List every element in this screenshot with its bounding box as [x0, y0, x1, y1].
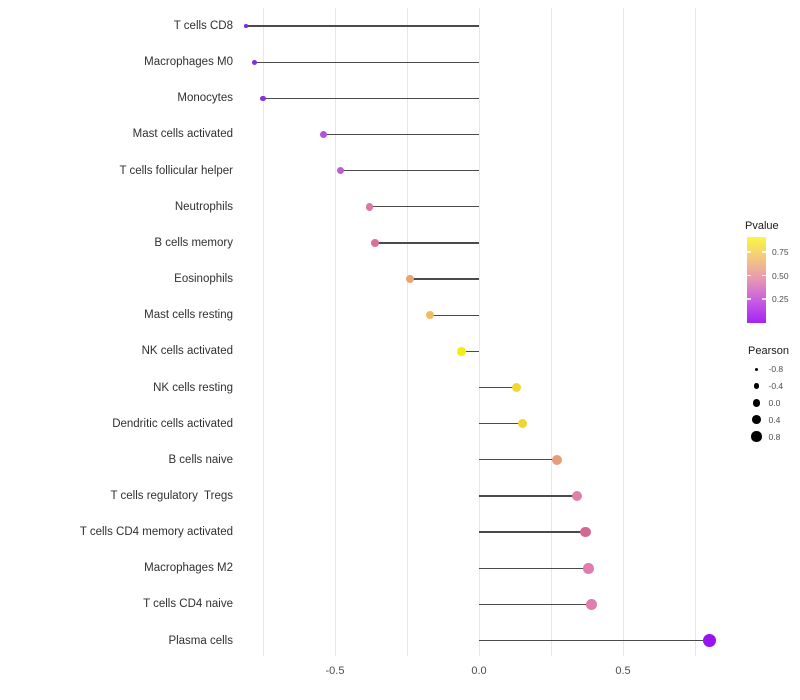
- category-label: Dendritic cells activated: [112, 417, 233, 430]
- category-label: T cells regulatory Tregs: [110, 489, 233, 502]
- colorbar-tick: [747, 275, 751, 277]
- lollipop-stem: [323, 133, 479, 136]
- lollipop-stem: [479, 495, 577, 497]
- x-tick-label: 0.0: [471, 665, 487, 677]
- lollipop-stem: [245, 25, 479, 27]
- lollipop-stem: [479, 603, 592, 606]
- category-label: B cells naive: [168, 453, 233, 466]
- category-label: NK cells activated: [141, 345, 233, 358]
- category-label: B cells memory: [154, 236, 233, 249]
- lollipop-dot: [319, 130, 327, 138]
- lollipop-stem: [340, 169, 479, 172]
- lollipop-stem: [375, 242, 479, 244]
- lollipop-dot: [583, 562, 594, 574]
- lollipop-dot: [457, 346, 467, 356]
- category-label: Monocytes: [177, 92, 233, 105]
- colorbar-tick: [762, 275, 766, 277]
- lollipop-dot: [580, 526, 591, 538]
- category-label: T cells follicular helper: [119, 164, 233, 177]
- category-label: Neutrophils: [174, 200, 233, 213]
- lollipop-dot: [243, 24, 248, 28]
- colorbar-tick: [762, 298, 766, 300]
- category-label: Plasma cells: [168, 634, 233, 647]
- gridline: [406, 8, 408, 656]
- gridline: [334, 8, 336, 656]
- lollipop-dot: [371, 239, 380, 247]
- lollipop-dot: [405, 274, 414, 284]
- category-label: Macrophages M0: [144, 56, 233, 69]
- lollipop-dot: [551, 454, 562, 465]
- x-tick-label: 0.5: [615, 665, 631, 677]
- pearson-legend-title: Pearson: [748, 345, 789, 357]
- category-label: T cells CD4 naive: [143, 598, 233, 611]
- colorbar-tick-label: 0.25: [772, 293, 789, 304]
- size-legend-dot: [752, 415, 761, 425]
- category-label: Mast cells activated: [132, 128, 233, 141]
- colorbar-tick: [762, 251, 766, 253]
- lollipop-stem: [479, 639, 710, 642]
- lollipop-stem: [430, 314, 479, 316]
- lollipop-dot: [585, 599, 597, 610]
- category-label: NK cells resting: [153, 381, 233, 394]
- category-label: T cells CD4 memory activated: [79, 526, 233, 539]
- size-legend-label: -0.8: [768, 364, 784, 375]
- size-legend-dot: [751, 431, 762, 442]
- colorbar-tick-label: 0.75: [772, 247, 789, 258]
- lollipop-dot: [365, 202, 374, 211]
- lollipop-dot: [517, 418, 527, 429]
- lollipop-dot: [337, 166, 345, 175]
- lollipop-dot: [251, 59, 257, 65]
- category-label: T cells CD8: [173, 20, 233, 32]
- colorbar-tick: [747, 251, 751, 253]
- x-tick-label: -0.5: [325, 665, 345, 677]
- pvalue-colorbar: [747, 237, 766, 323]
- size-legend-dot: [753, 383, 760, 389]
- lollipop-stem: [461, 350, 479, 352]
- category-label: Macrophages M2: [144, 562, 233, 575]
- lollipop-stem: [479, 567, 589, 569]
- lollipop-dot: [425, 310, 435, 320]
- lollipop-dot: [260, 95, 266, 101]
- size-legend-label: 0.8: [768, 431, 781, 442]
- size-legend-label: -0.4: [768, 381, 784, 392]
- pvalue-legend-title: Pvalue: [745, 220, 779, 232]
- gridline: [478, 8, 480, 656]
- lollipop-stem: [479, 386, 517, 389]
- lollipop-stem: [409, 278, 479, 280]
- lollipop-dot: [703, 634, 716, 647]
- gridline: [694, 8, 696, 656]
- size-legend-label: 0.0: [768, 397, 781, 408]
- category-label: Eosinophils: [174, 273, 233, 286]
- size-legend-dot: [754, 367, 759, 371]
- lollipop-stem: [254, 61, 479, 63]
- gridline: [622, 8, 624, 656]
- lollipop-stem: [479, 423, 523, 425]
- gridline: [262, 8, 264, 656]
- lollipop-stem: [479, 459, 557, 461]
- colorbar-tick-label: 0.50: [772, 270, 789, 281]
- size-legend-label: 0.4: [768, 414, 781, 425]
- size-legend-dot: [752, 399, 761, 407]
- category-label: Mast cells resting: [144, 309, 233, 322]
- lollipop-stem: [263, 97, 479, 99]
- colorbar-tick: [747, 298, 751, 300]
- lollipop-stem: [479, 531, 586, 533]
- lollipop-dot: [571, 490, 583, 502]
- lollipop-stem: [369, 206, 479, 208]
- lollipop-dot: [511, 382, 522, 393]
- gridline: [550, 8, 552, 656]
